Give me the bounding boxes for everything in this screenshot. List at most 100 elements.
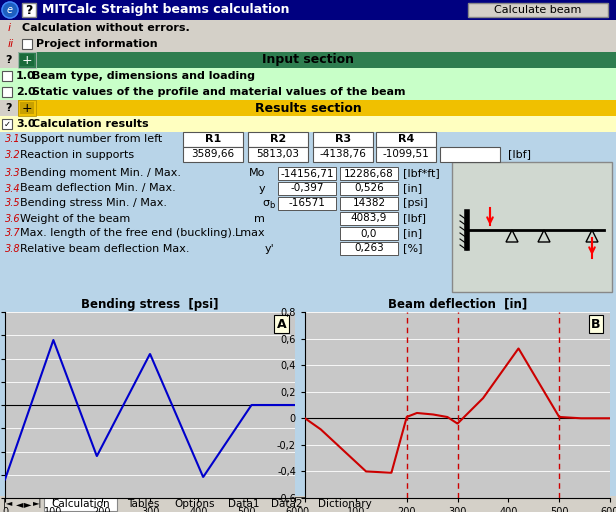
Bar	[340, 242, 398, 255]
Text: Static values of the profile and material values of the beam: Static values of the profile and materia…	[32, 87, 405, 97]
Text: Calculation: Calculation	[51, 499, 110, 509]
Bar	[44, 497, 116, 511]
Text: 4083,9: 4083,9	[351, 214, 387, 224]
Text: R1: R1	[205, 135, 221, 144]
Circle shape	[2, 2, 18, 18]
Text: R4: R4	[398, 135, 414, 144]
Text: ?: ?	[6, 55, 12, 65]
Text: 0,526: 0,526	[354, 183, 384, 194]
Bar	[340, 227, 398, 240]
Text: Beam type, dimensions and loading: Beam type, dimensions and loading	[32, 71, 255, 81]
Bar	[0, 84, 616, 100]
Text: σ: σ	[262, 199, 269, 208]
Bar	[18, 100, 36, 116]
Bar	[248, 132, 308, 147]
Bar	[340, 167, 398, 180]
Text: Tables: Tables	[127, 499, 159, 509]
Bar	[278, 182, 336, 195]
Text: 1.0: 1.0	[16, 71, 36, 81]
Bar	[340, 212, 398, 225]
Text: 0,263: 0,263	[354, 244, 384, 253]
Text: Calculation results: Calculation results	[32, 119, 148, 129]
Text: Results section: Results section	[254, 101, 362, 115]
Text: -16571: -16571	[288, 199, 325, 208]
Text: Calculation without errors.: Calculation without errors.	[22, 23, 190, 33]
Bar	[452, 162, 612, 292]
Bar	[313, 132, 373, 147]
Text: Reaction in supports: Reaction in supports	[20, 150, 134, 160]
Text: Dictionary: Dictionary	[318, 499, 371, 509]
Text: -0,397: -0,397	[290, 183, 324, 194]
Bar	[18, 52, 36, 68]
Text: -14156,71: -14156,71	[280, 168, 334, 179]
Text: 3.0: 3.0	[16, 119, 36, 129]
Bar	[20, 102, 34, 114]
Text: ✓: ✓	[4, 119, 10, 129]
Text: -4138,76: -4138,76	[320, 150, 367, 160]
Bar	[22, 39, 32, 49]
Text: 3.1: 3.1	[5, 135, 20, 144]
Bar	[278, 167, 336, 180]
Text: 3.3: 3.3	[5, 168, 20, 179]
Text: 2.0: 2.0	[16, 87, 36, 97]
Bar	[376, 147, 436, 162]
Bar	[0, 100, 616, 116]
Text: ?: ?	[25, 4, 33, 16]
Bar	[2, 71, 12, 81]
Bar	[278, 197, 336, 210]
Text: Input section: Input section	[262, 53, 354, 67]
Text: 3.6: 3.6	[5, 214, 20, 224]
Bar	[20, 54, 34, 66]
Bar	[0, 132, 616, 164]
Text: [lbf*ft]: [lbf*ft]	[403, 168, 440, 179]
Text: Options: Options	[174, 499, 215, 509]
Title: Bending stress  [psi]: Bending stress [psi]	[81, 298, 219, 311]
Bar	[468, 3, 608, 17]
Title: Beam deflection  [in]: Beam deflection [in]	[388, 298, 527, 311]
Text: ii: ii	[8, 39, 14, 49]
Text: [lbf]: [lbf]	[403, 214, 426, 224]
Text: 3.8: 3.8	[5, 244, 20, 253]
Bar	[376, 132, 436, 147]
Text: i: i	[8, 23, 11, 33]
Text: Bending moment Min. / Max.: Bending moment Min. / Max.	[20, 168, 181, 179]
Text: Beam deflection Min. / Max.: Beam deflection Min. / Max.	[20, 183, 176, 194]
Bar	[440, 147, 500, 162]
Text: e: e	[7, 5, 13, 15]
Text: |◄: |◄	[3, 500, 12, 508]
Bar	[2, 119, 12, 129]
Text: 3.2: 3.2	[5, 150, 20, 160]
Text: Bending stress Min. / Max.: Bending stress Min. / Max.	[20, 199, 167, 208]
Text: ◄: ◄	[16, 499, 23, 509]
Text: 5813,03: 5813,03	[256, 150, 299, 160]
Text: A: A	[277, 317, 286, 331]
Bar	[0, 68, 616, 84]
Text: [in]: [in]	[403, 228, 422, 239]
Text: Relative beam deflection Max.: Relative beam deflection Max.	[20, 244, 190, 253]
Text: [psi]: [psi]	[403, 199, 428, 208]
Bar	[2, 87, 12, 97]
Text: Project information: Project information	[36, 39, 158, 49]
Text: -1099,51: -1099,51	[383, 150, 429, 160]
Text: +: +	[22, 101, 32, 115]
Text: 12286,68: 12286,68	[344, 168, 394, 179]
Bar	[0, 36, 616, 52]
Bar	[183, 132, 243, 147]
Bar	[340, 182, 398, 195]
Text: ?: ?	[6, 103, 12, 113]
Bar	[0, 496, 616, 512]
Text: B: B	[591, 317, 601, 331]
Text: MITCalc Straight beams calculation: MITCalc Straight beams calculation	[42, 4, 290, 16]
Text: Data2: Data2	[272, 499, 303, 509]
Text: ►|: ►|	[33, 500, 43, 508]
Text: b: b	[269, 201, 274, 210]
Text: Max. length of the free end (buckling).: Max. length of the free end (buckling).	[20, 228, 235, 239]
Text: Data1: Data1	[228, 499, 259, 509]
Text: 0,0: 0,0	[361, 228, 377, 239]
Text: [lbf]: [lbf]	[508, 150, 531, 160]
Text: y: y	[258, 183, 265, 194]
Text: 3.4: 3.4	[5, 183, 20, 194]
Bar	[0, 52, 616, 68]
Bar	[248, 147, 308, 162]
Text: [%]: [%]	[403, 244, 423, 253]
